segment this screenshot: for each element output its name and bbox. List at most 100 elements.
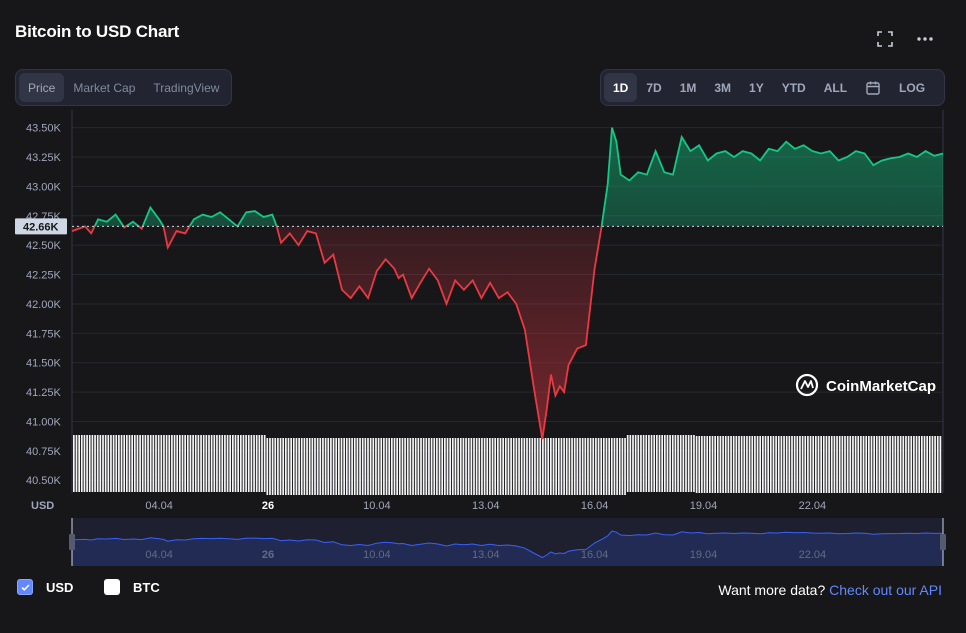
volume-bar [735,436,738,493]
volume-bar [78,435,80,492]
volume-bar [936,436,939,493]
volume-bar [181,435,184,492]
calendar-icon[interactable] [856,73,890,102]
volume-bar [846,436,849,493]
volume-bar [396,438,398,495]
volume-bar [679,435,682,492]
volume-bar [361,438,364,495]
api-link[interactable]: Check out our API [829,582,942,598]
volume-bar [552,438,555,495]
range-navigator[interactable]: 04.04 26 10.04 13.04 16.04 19.04 22.04 [69,518,946,566]
volume-bar [306,438,308,495]
volume-bar [536,438,539,495]
volume-bar [640,435,642,492]
more-horizontal-icon[interactable] [914,28,936,50]
volume-bar [120,435,123,492]
volume-bar [242,435,245,492]
legend-btc[interactable]: BTC [104,579,160,595]
volume-bar [367,438,369,495]
volume-bar [762,436,764,493]
volume-bar [446,438,449,495]
volume-bar [186,435,189,492]
volume-bar [539,438,542,495]
volume-bar [266,438,269,495]
navigator-tick-label: 04.04 [145,549,173,561]
api-promo: Want more data? Check out our API [718,582,942,598]
usd-checkbox[interactable] [17,579,33,595]
volume-bar [417,438,420,495]
volume-bar [295,438,298,495]
expand-icon[interactable] [874,28,896,50]
range-1y[interactable]: 1Y [749,80,764,95]
range-ytd[interactable]: YTD [781,80,806,95]
navigator-area [72,531,943,566]
range-1d[interactable]: 1D [604,73,638,102]
volume-bar [669,435,671,492]
range-7d[interactable]: 7D [646,80,662,95]
volume-bar [740,436,743,493]
volume-bar [706,436,709,493]
volume-bar [775,436,777,493]
navigator-tick-label: 22.04 [799,549,827,561]
range-3m[interactable]: 3M [714,80,732,95]
volume-bar [99,435,102,492]
navigator-line [71,530,944,559]
volume-bar [557,438,560,495]
volume-bar [75,435,78,492]
navigator-handle[interactable] [940,534,946,550]
volume-bar [438,438,441,495]
volume-bar [330,438,332,495]
tab-price[interactable]: Price [19,73,65,102]
volume-bar [86,435,88,492]
volume-bar [809,436,812,493]
volume-bar [701,436,703,493]
volume-bar [73,435,75,492]
volume-bar [838,436,841,493]
log-scale-toggle[interactable]: LOG [899,80,926,95]
price-line-below [71,226,603,440]
navigator-tick-label: 26 [262,549,274,561]
volume-bar [332,438,335,495]
volume-bar [221,435,224,492]
volume-bar [226,435,229,492]
volume-bar [335,438,338,495]
volume-bar [208,435,210,492]
volume-bar [364,438,367,495]
volume-bar [732,436,735,493]
volume-bar [595,438,597,495]
volume-bar [171,435,173,492]
volume-bar [444,438,446,495]
volume-bar [626,435,629,492]
tab-market-cap[interactable]: Market Cap [73,80,136,95]
volume-bar [634,435,637,492]
volume-bar [769,436,772,493]
range-1m[interactable]: 1M [679,80,697,95]
volume-bar [200,435,202,492]
volume-bar [340,438,343,495]
area-fill-below [72,226,602,440]
volume-bar [589,438,592,495]
volume-bar [149,435,152,492]
volume-bar [616,438,618,495]
volume-bar [457,438,459,495]
volume-bar [815,436,817,493]
volume-bar [131,435,133,492]
range-all[interactable]: ALL [823,80,848,95]
navigator-handle[interactable] [69,534,75,550]
price-chart[interactable]: 40.50K 40.75K 41.00K 41.25K 41.50K 41.75K 42.0… [0,110,966,570]
volume-bar [870,436,873,493]
volume-bar [621,438,624,495]
volume-bar [592,438,595,495]
volume-bar [353,438,356,495]
volume-bar [277,438,279,495]
volume-bar [136,435,139,492]
volume-bar [372,438,375,495]
volume-bar [351,438,353,495]
volume-bar [80,435,83,492]
legend-usd[interactable]: USD [17,579,73,595]
volume-bar [189,435,192,492]
volume-bar [923,436,926,493]
volume-bar [499,438,502,495]
btc-checkbox[interactable] [104,579,120,595]
tab-tradingview[interactable]: TradingView [153,80,220,95]
